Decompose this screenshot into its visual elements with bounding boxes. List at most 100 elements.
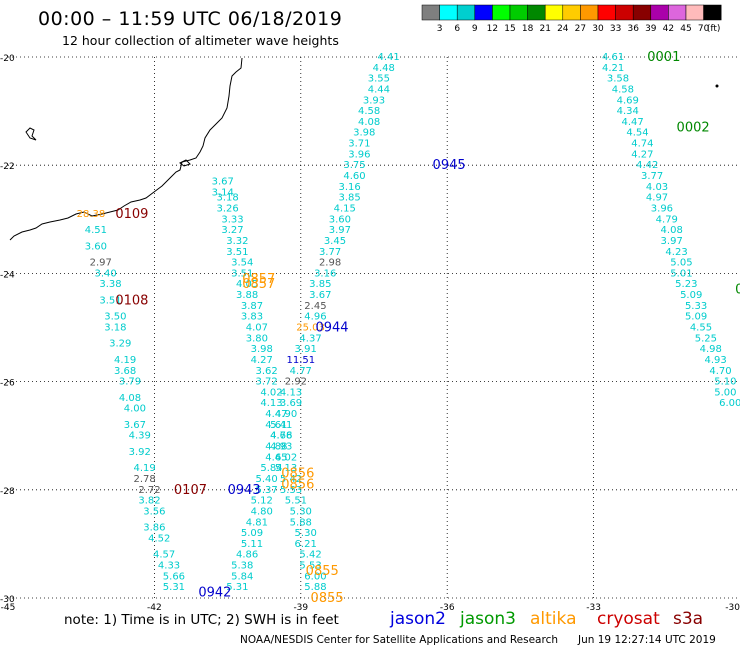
colorbar-swatch [562, 4, 581, 21]
swh-value-label: 4.88 [265, 442, 287, 453]
colorbar-swatch [580, 4, 599, 21]
swh-value-label: 4.33 [158, 561, 180, 572]
swh-value-label: 5.11 [241, 539, 263, 550]
swh-value-label: 3.55 [368, 74, 390, 85]
swh-value-label: 3.54 [231, 258, 253, 269]
colorbar-swatch [544, 4, 564, 21]
swh-value-label: 3.91 [295, 344, 317, 355]
swh-value-label: 5.41 [270, 420, 292, 431]
swh-value-label: 3.92 [129, 447, 151, 458]
swh-value-label: 5.09 [241, 528, 263, 539]
swh-value-label: 4.58 [612, 84, 634, 95]
colorbar-label: 6 [454, 24, 460, 34]
swh-value-label: 2.97 [90, 258, 112, 269]
swh-value-label: 4.13 [260, 398, 282, 409]
swh-value-label: 3.38 [99, 279, 121, 290]
pass-time-label: 0109 [115, 207, 148, 222]
swh-value-label: 3.69 [280, 398, 302, 409]
swh-value-label: 3.85 [309, 279, 331, 290]
legend-altika: altika [530, 609, 577, 629]
colorbar-swatch [597, 4, 616, 21]
swh-value-label: 5.84 [231, 571, 253, 582]
swh-value-label: 5.53 [299, 561, 321, 572]
swh-value-label: 5.88 [290, 517, 312, 528]
swh-value-label: 4.60 [343, 171, 365, 182]
swh-value-label: 5.84 [260, 463, 282, 474]
swh-value-label: 3.67 [212, 176, 234, 187]
pass-time-label: 0107 [174, 483, 207, 498]
pass-time-label: 0942 [198, 586, 231, 601]
swh-value-label: 11.51 [286, 355, 315, 366]
swh-value-label: 4.37 [299, 333, 321, 344]
swh-value-label: 4.80 [251, 506, 273, 517]
swh-value-label: 4.86 [236, 550, 258, 561]
swh-value-label: 3.98 [353, 128, 375, 139]
colorbar: 3 6 9 12 15 18 21 24 27 30 33 36 39 42 45 70(ft) [421, 4, 722, 34]
swh-value-label: 4.02 [260, 387, 282, 398]
swh-value-label: 4.90 [275, 409, 297, 420]
swh-value-label: 4.03 [646, 182, 668, 193]
colorbar-swatch [668, 4, 687, 21]
swh-value-label: 4.70 [709, 366, 731, 377]
swh-value-label: 4.78 [270, 431, 292, 442]
y-tick-label: -22 [0, 162, 15, 172]
swh-value-label: 3.82 [138, 496, 160, 507]
colorbar-swatch [456, 4, 476, 21]
data-marks: 4.614.213.584.584.694.344.474.544.744.27… [77, 50, 740, 606]
swh-value-label: 3.50 [104, 312, 126, 323]
swh-value-label: 4.41 [378, 52, 400, 63]
colorbar-label: 15 [504, 24, 515, 34]
swh-value-label: 3.45 [324, 236, 346, 247]
swh-value-label: 3.93 [363, 95, 385, 106]
x-tick-label: -42 [147, 603, 162, 613]
swh-value-label: 4.27 [251, 355, 273, 366]
swh-value-label: 2.92 [285, 377, 307, 388]
swh-value-label: 4.34 [617, 106, 639, 117]
x-tick-label: -39 [293, 603, 308, 613]
colorbar-label: 3 [437, 24, 443, 34]
swh-value-label: 3.96 [651, 203, 673, 214]
pass-time-label: 0855 [311, 591, 344, 606]
x-tick-label: -36 [440, 603, 455, 613]
swh-value-label: 5.42 [299, 550, 321, 561]
swh-value-label: 3.83 [241, 312, 263, 323]
x-tick-label: -45 [1, 603, 16, 613]
swh-value-label: 5.53 [280, 485, 302, 496]
swh-value-label: 3.97 [329, 225, 351, 236]
legend-jason3: jason3 [460, 609, 516, 629]
coastline [9, 57, 719, 241]
colorbar-label: 24 [557, 24, 569, 34]
swh-value-label: 5.66 [163, 571, 185, 582]
swh-value-label: 4.96 [304, 312, 326, 323]
swh-value-label: 3.75 [343, 160, 365, 171]
swh-value-label: 2.78 [134, 474, 156, 485]
swh-value-label: 4.45 [265, 452, 287, 463]
legend-cryosat: cryosat [597, 609, 660, 629]
generated-time: Jun 19 12:27:14 UTC 2019 [578, 634, 716, 646]
swh-value-label: 5.13 [275, 463, 297, 474]
swh-value-label: 4.00 [124, 404, 146, 415]
swh-value-label: 3.27 [221, 225, 243, 236]
swh-value-label: 4.15 [334, 203, 356, 214]
swh-value-label: 5.42 [280, 474, 302, 485]
pass-time-label: 0944 [315, 321, 348, 336]
coastline-island [25, 127, 37, 141]
note-text: note: 1) Time is in UTC; 2) SWH is in fe… [64, 612, 339, 628]
swh-value-label: 3.68 [114, 366, 136, 377]
swh-value-label: 4.81 [246, 517, 268, 528]
colorbar-label: 45 [680, 24, 691, 34]
swh-value-label: 3.77 [319, 247, 341, 258]
pass-time-label: 0857 [242, 277, 275, 292]
swh-value-label: 3.97 [661, 236, 683, 247]
swh-value-label: 4.97 [646, 193, 668, 204]
swh-value-label: 4.08 [119, 393, 141, 404]
swh-value-label: 5.25 [695, 333, 717, 344]
swh-value-label: 5.01 [670, 268, 692, 279]
swh-value-label: 4.08 [661, 225, 683, 236]
swh-value-label: 3.26 [216, 203, 238, 214]
colorbar-label: 39 [645, 24, 657, 34]
pass-time-label: 0856 [281, 477, 314, 492]
swh-value-label: 4.79 [656, 214, 678, 225]
swh-value-label: 6.00 [304, 571, 326, 582]
